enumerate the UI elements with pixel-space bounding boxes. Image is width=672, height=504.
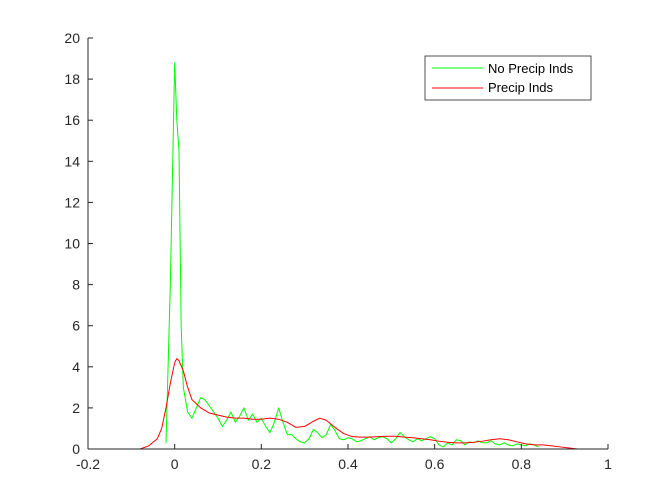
x-tick-label: 1 [604, 456, 612, 472]
x-tick-label: 0.2 [252, 456, 272, 472]
y-tick-label: 4 [72, 359, 80, 375]
y-tick-label: 0 [72, 441, 80, 457]
series-layer [139, 62, 578, 450]
y-ticks: 0 2 4 6 8 10 12 14 16 18 20 [64, 30, 93, 457]
legend: No Precip Inds Precip Inds [424, 55, 592, 101]
legend-label-no-precip: No Precip Inds [488, 61, 574, 76]
x-tick-label: 0 [171, 456, 179, 472]
y-tick-label: 20 [64, 30, 80, 46]
plot-area [88, 38, 608, 449]
y-tick-label: 18 [64, 71, 80, 87]
y-tick-label: 2 [72, 400, 80, 416]
y-tick-label: 6 [72, 318, 80, 334]
y-tick-label: 14 [64, 153, 80, 169]
legend-box [424, 55, 592, 101]
y-tick-label: 16 [64, 112, 80, 128]
x-tick-label: 0.4 [338, 456, 358, 472]
x-ticks: -0.2 0 0.2 0.4 0.6 0.8 1 [76, 444, 612, 472]
plot-background [88, 38, 608, 449]
y-tick-label: 8 [72, 277, 80, 293]
y-tick-label: 10 [64, 236, 80, 252]
x-tick-label: 0.8 [512, 456, 532, 472]
series-line-precip [139, 358, 578, 450]
y-tick-label: 12 [64, 194, 80, 210]
legend-label-precip: Precip Inds [488, 80, 554, 95]
x-tick-label: 0.6 [425, 456, 445, 472]
x-tick-label: -0.2 [76, 456, 100, 472]
